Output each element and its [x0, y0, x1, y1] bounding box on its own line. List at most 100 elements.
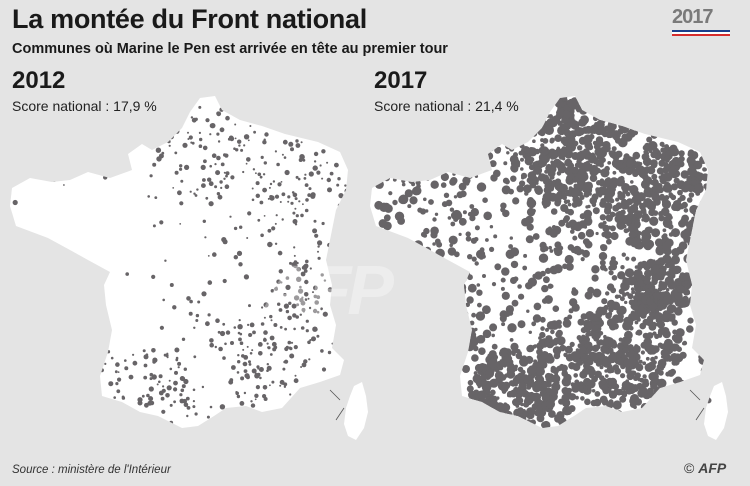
fn-commune-dot	[644, 278, 651, 285]
fn-commune-dot	[194, 412, 198, 416]
fn-commune-dot	[370, 397, 374, 403]
fn-commune-dot	[480, 415, 487, 422]
fn-commune-dot	[222, 356, 226, 360]
fn-commune-dot	[493, 169, 501, 178]
fn-commune-dot	[671, 228, 680, 238]
fn-commune-dot	[573, 140, 579, 146]
fn-commune-dot	[516, 185, 524, 193]
fn-commune-dot	[415, 336, 420, 341]
fn-commune-dot	[374, 200, 384, 210]
fn-commune-dot	[460, 346, 468, 353]
fn-commune-dot	[515, 397, 521, 402]
fn-commune-dot	[168, 134, 174, 140]
fn-commune-dot	[10, 409, 12, 413]
fn-commune-dot	[233, 255, 238, 260]
fn-commune-dot	[165, 393, 170, 398]
fn-commune-dot	[691, 224, 700, 233]
fn-commune-dot	[669, 144, 678, 153]
fn-commune-dot	[216, 192, 221, 196]
map-2017	[370, 96, 728, 440]
fn-commune-dot	[195, 319, 199, 322]
fn-commune-dot	[150, 135, 154, 139]
fn-commune-dot	[706, 365, 713, 372]
fn-commune-dot	[425, 412, 435, 422]
fn-commune-dot	[422, 233, 428, 238]
fn-commune-dot	[470, 398, 480, 407]
fn-commune-dot	[545, 163, 552, 170]
fn-commune-dot	[273, 343, 276, 346]
fn-commune-dot	[534, 148, 540, 155]
fn-commune-dot	[667, 112, 672, 117]
fn-commune-dot	[625, 428, 629, 432]
fn-commune-dot	[564, 345, 573, 354]
fn-commune-dot	[267, 346, 271, 350]
fn-commune-dot	[589, 374, 593, 379]
fn-commune-dot	[386, 388, 394, 396]
fn-commune-dot	[173, 400, 177, 404]
fn-commune-dot	[541, 380, 549, 389]
fn-commune-dot	[526, 207, 536, 217]
fn-commune-dot	[243, 144, 246, 147]
fn-commune-dot	[650, 356, 656, 362]
fn-commune-dot	[169, 403, 173, 407]
fn-commune-dot	[627, 206, 635, 214]
fn-commune-dot	[460, 99, 469, 108]
fn-commune-dot	[652, 210, 659, 216]
fn-commune-dot	[258, 351, 263, 356]
fn-commune-dot	[415, 180, 421, 186]
fn-commune-dot	[705, 357, 711, 364]
fn-commune-dot	[528, 180, 534, 185]
fn-commune-dot	[646, 104, 654, 113]
fn-commune-dot	[601, 157, 606, 163]
fn-commune-dot	[549, 320, 560, 330]
fn-commune-dot	[100, 350, 105, 356]
fn-commune-dot	[681, 131, 690, 141]
fn-commune-dot	[501, 351, 507, 357]
fn-commune-dot	[386, 119, 395, 128]
fn-commune-dot	[705, 265, 710, 270]
fn-commune-dot	[555, 331, 562, 338]
fn-commune-dot	[392, 265, 401, 274]
fn-commune-dot	[498, 415, 507, 424]
fn-commune-dot	[662, 218, 673, 228]
fn-commune-dot	[190, 141, 193, 144]
fn-commune-dot	[528, 330, 532, 334]
fn-commune-dot	[569, 341, 575, 347]
fn-commune-dot	[599, 106, 604, 110]
fn-commune-dot	[633, 111, 639, 117]
fn-commune-dot	[297, 177, 301, 181]
fn-commune-dot	[295, 139, 299, 143]
fn-commune-dot	[132, 360, 138, 366]
fn-commune-dot	[187, 138, 190, 140]
fn-commune-dot	[650, 295, 654, 300]
fn-commune-dot	[495, 423, 502, 430]
fn-commune-dot	[623, 224, 627, 229]
fn-commune-dot	[114, 370, 118, 374]
fn-commune-dot	[462, 115, 470, 123]
fn-commune-dot	[663, 338, 673, 348]
fn-commune-dot	[585, 332, 591, 338]
fn-commune-dot	[626, 330, 631, 335]
fn-commune-dot	[541, 393, 550, 403]
fn-commune-dot	[453, 379, 460, 387]
fn-commune-dot	[408, 278, 412, 282]
fn-commune-dot	[117, 130, 122, 135]
fn-commune-dot	[267, 241, 273, 248]
fn-commune-dot	[660, 260, 665, 265]
fn-commune-dot	[258, 119, 261, 123]
fn-commune-dot	[192, 388, 196, 392]
fn-commune-dot	[648, 129, 653, 134]
fn-commune-dot	[658, 159, 666, 167]
fn-commune-dot	[604, 207, 612, 215]
fn-commune-dot	[158, 374, 163, 379]
fn-commune-dot	[640, 179, 650, 189]
fn-commune-dot	[484, 366, 490, 371]
fn-commune-dot	[699, 210, 704, 215]
fn-commune-dot	[423, 197, 427, 202]
fn-commune-dot	[518, 422, 528, 432]
fn-commune-dot	[524, 191, 529, 196]
fn-commune-dot	[451, 352, 459, 361]
fn-commune-dot	[67, 161, 70, 165]
fn-commune-dot	[621, 133, 628, 141]
fn-commune-dot	[429, 262, 433, 267]
